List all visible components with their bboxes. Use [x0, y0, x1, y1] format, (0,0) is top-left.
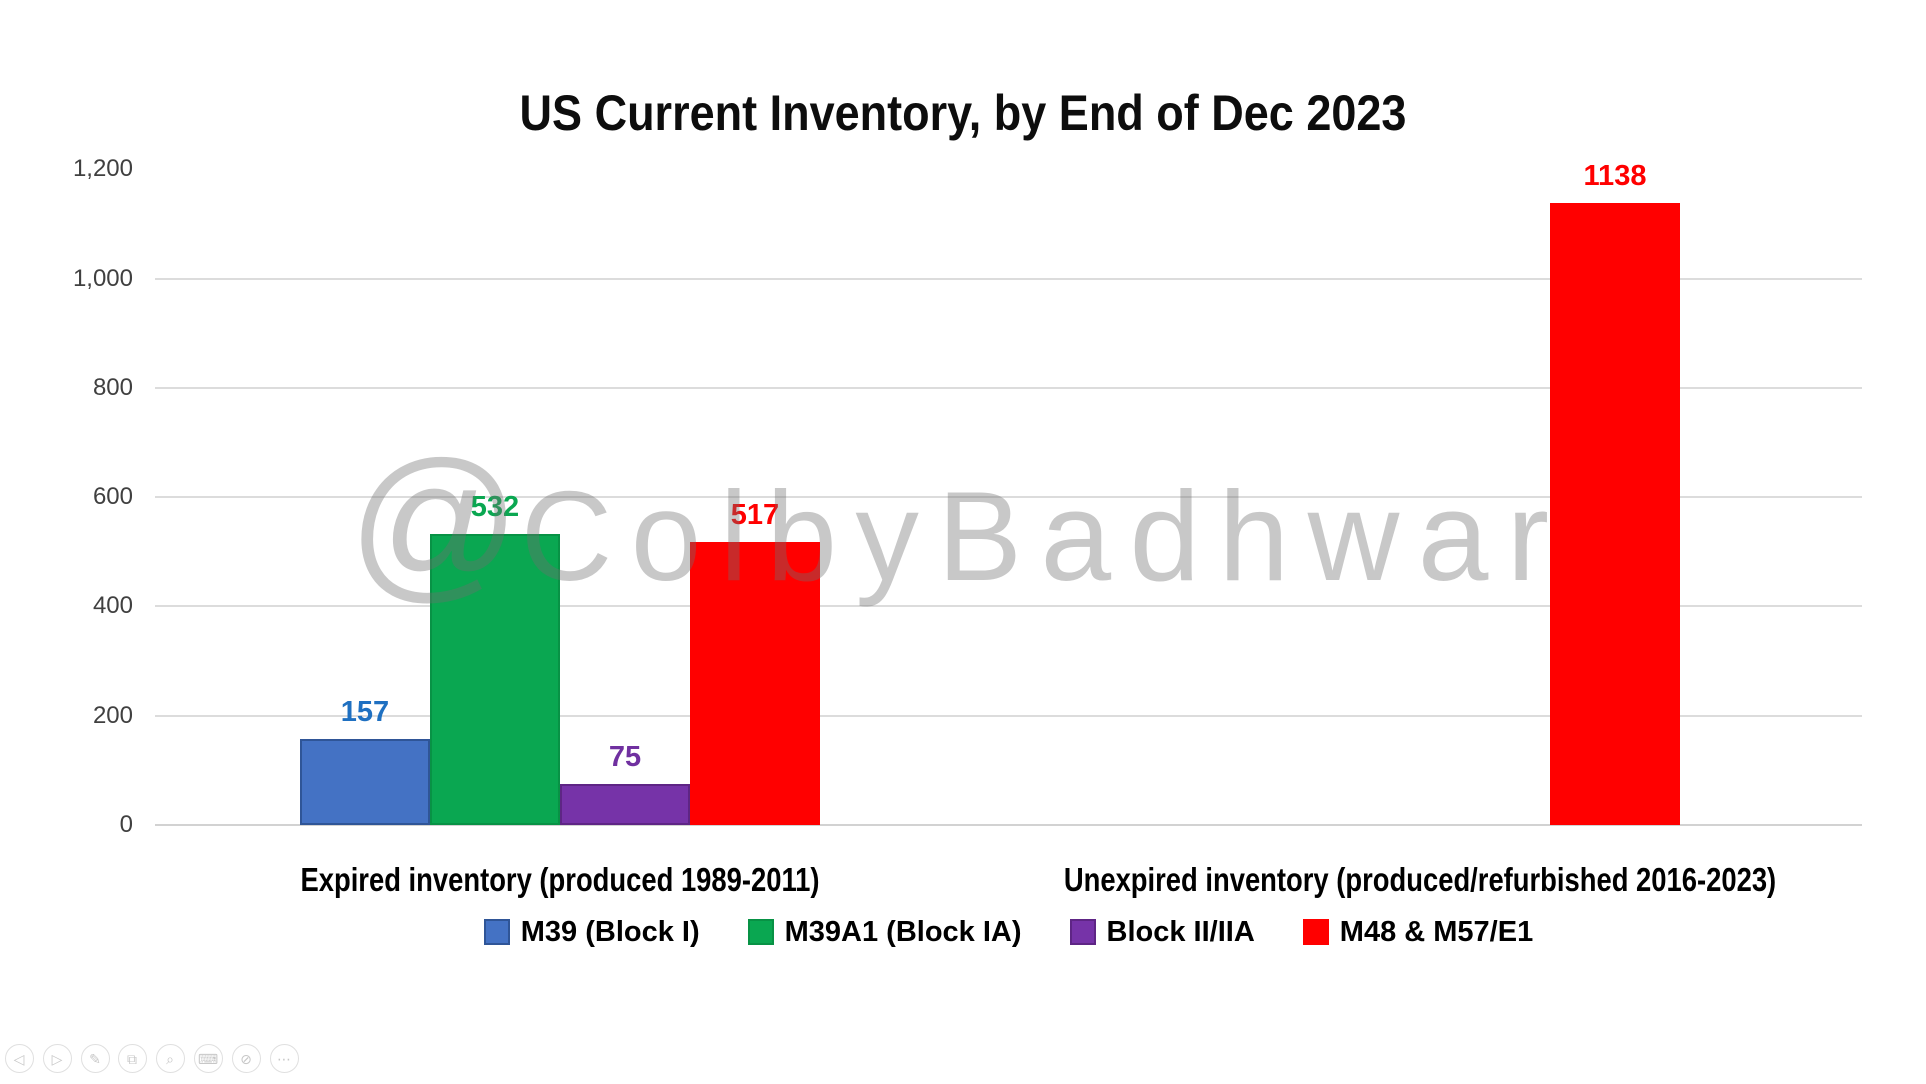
- y-axis-tick-label: 400: [92, 592, 133, 620]
- bar-value-label: 1138: [1583, 160, 1647, 192]
- zoom-slide-icon: ⌕: [166, 1050, 174, 1067]
- toolbar-button-captions[interactable]: ⌨: [193, 1044, 223, 1073]
- bar-m39a1-block-ia-: [430, 534, 560, 825]
- legend-label: M39 (Block I): [520, 915, 700, 948]
- legend-item: Block II/IIA: [1069, 915, 1255, 949]
- chart-legend: M39 (Block I) M39A1 (Block IA) Block II/II…: [155, 912, 1862, 952]
- bar-value-label: 532: [470, 491, 520, 523]
- x-axis-line: [155, 824, 1862, 826]
- pen-tools-icon: ✎: [89, 1050, 101, 1067]
- legend-item: M39 (Block I): [483, 915, 700, 949]
- legend-label: Block II/IIA: [1106, 915, 1255, 948]
- y-axis-tick-label: 1,000: [72, 264, 133, 292]
- toolbar-button-more-options[interactable]: ⋯: [269, 1044, 299, 1073]
- legend-label: M39A1 (Block IA): [784, 915, 1022, 948]
- gridline-400: [155, 605, 1862, 608]
- bar-value-label: 157: [340, 696, 390, 728]
- category-label-text: Expired inventory (produced 1989-2011): [300, 861, 820, 898]
- toolbar-button-pen-tools[interactable]: ✎: [80, 1044, 110, 1073]
- bar-m48-m57-e1: [690, 542, 820, 825]
- legend-color-marker: [1302, 919, 1329, 945]
- bar-block-ii-iia: [560, 784, 690, 825]
- slideshow-toolbar: ◁ ▷ ✎ ⧉ ⌕ ⌨ ⊘ ⋯: [0, 1044, 320, 1076]
- chart-title-text: US Current Inventory, by End of Dec 2023: [519, 85, 1407, 141]
- legend-item: M39A1 (Block IA): [747, 915, 1022, 949]
- watermark-name: ColbyBadhwar: [520, 465, 1568, 607]
- category-label-text: Unexpired inventory (produced/refurbishe…: [1063, 861, 1777, 898]
- legend-item: M48 & M57/E1: [1302, 915, 1534, 949]
- previous-slide-icon: ◁: [13, 1050, 25, 1067]
- see-all-slides-icon: ⧉: [127, 1050, 137, 1067]
- toolbar-button-next-slide[interactable]: ▷: [42, 1044, 72, 1073]
- next-slide-icon: ▷: [51, 1050, 63, 1067]
- gridline-1000: [155, 277, 1862, 280]
- legend-color-marker: [483, 919, 510, 945]
- legend-label: M48 & M57/E1: [1339, 915, 1534, 948]
- bar-m39-block-i-: [300, 739, 430, 825]
- y-axis-tick-label: 600: [92, 483, 133, 511]
- legend-color-marker: [747, 919, 774, 945]
- gridline-200: [155, 714, 1862, 717]
- legend-color-marker: [1069, 919, 1096, 945]
- bar-m48-m57-e1: [1550, 203, 1680, 825]
- x-axis-category-label: Unexpired inventory (produced/refurbishe…: [991, 860, 1849, 900]
- x-axis-category-label: Expired inventory (produced 1989-2011): [247, 860, 872, 900]
- chart-title: US Current Inventory, by End of Dec 2023: [470, 84, 1455, 142]
- gridline-800: [155, 386, 1862, 389]
- camera-off-icon: ⊘: [240, 1050, 252, 1067]
- y-axis-tick-label: 1,200: [72, 155, 133, 183]
- more-options-icon: ⋯: [277, 1050, 291, 1067]
- toolbar-button-camera-off[interactable]: ⊘: [231, 1044, 261, 1073]
- toolbar-button-previous-slide[interactable]: ◁: [4, 1044, 34, 1073]
- toolbar-button-zoom-slide[interactable]: ⌕: [155, 1044, 185, 1073]
- y-axis-tick-label: 200: [92, 701, 133, 729]
- bar-value-label: 75: [608, 741, 642, 773]
- y-axis-tick-label: 0: [119, 811, 133, 838]
- toolbar-button-see-all-slides[interactable]: ⧉: [117, 1044, 147, 1073]
- captions-icon: ⌨: [197, 1050, 219, 1067]
- y-axis-tick-label: 800: [92, 373, 133, 401]
- bar-value-label: 517: [730, 499, 780, 531]
- gridline-600: [155, 496, 1862, 499]
